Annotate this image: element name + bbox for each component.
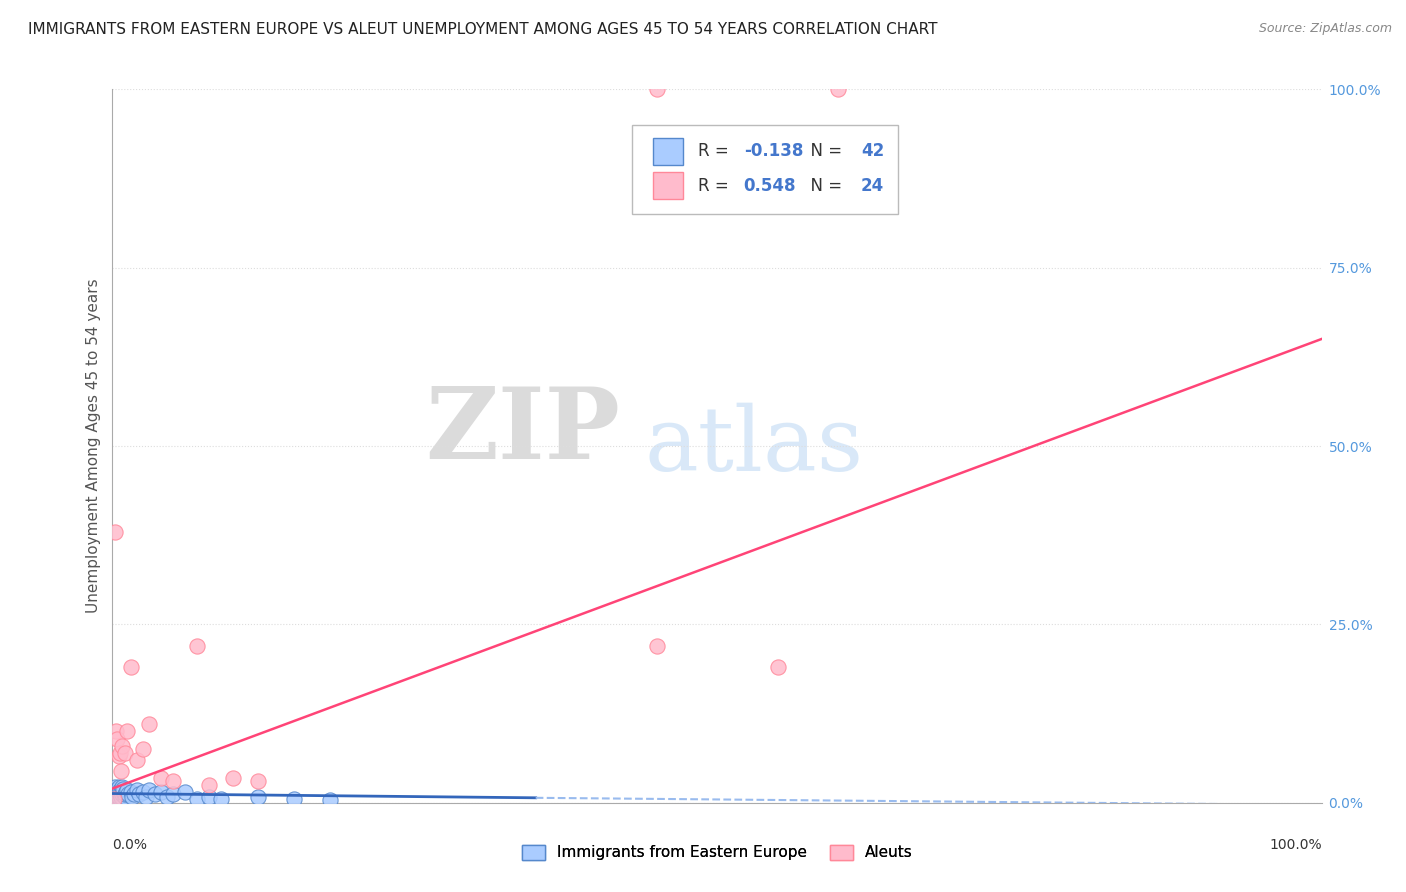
Point [107,790,129,805]
Point [122,787,145,801]
Point [105,783,128,797]
Point [149,771,172,785]
Point [120,660,142,674]
Point [108,746,131,760]
Text: Source: ZipAtlas.com: Source: ZipAtlas.com [1258,22,1392,36]
Point [186,639,208,653]
Point [110,764,132,778]
Point [111,787,134,801]
Point [105,785,128,799]
Text: -0.138: -0.138 [744,143,803,161]
Point [827,82,849,96]
Point [143,787,166,801]
Point [162,787,184,801]
Point [135,790,157,805]
Point [112,785,135,799]
Point [198,790,221,805]
Point [114,790,136,805]
Point [125,753,148,767]
Point [283,792,305,806]
Point [108,783,131,797]
Point [117,787,139,801]
Point [115,783,138,797]
Point [149,785,172,799]
Point [108,787,131,801]
Point [174,785,197,799]
Point [246,774,269,789]
Point [110,790,132,805]
Point [115,724,138,739]
Point [105,789,128,803]
Point [766,660,789,674]
Point [198,778,221,792]
Bar [652,172,683,199]
Point [107,749,129,764]
Text: R =: R = [697,143,734,161]
Point [114,787,136,801]
Point [104,790,127,805]
Text: 42: 42 [860,143,884,161]
FancyBboxPatch shape [633,125,898,214]
Point [138,783,160,797]
Point [105,731,128,746]
Point [107,780,129,794]
Point [132,785,155,799]
Point [222,771,245,785]
Text: 24: 24 [860,177,884,194]
Point [104,780,127,794]
Point [104,524,127,539]
Point [209,792,232,806]
Text: R =: R = [697,177,734,194]
Point [125,783,148,797]
Text: ZIP: ZIP [426,384,620,480]
Point [107,785,129,799]
Text: 100.0%: 100.0% [1270,838,1322,853]
Point [103,787,125,801]
Point [110,785,132,799]
Bar [652,137,683,165]
Text: 0.548: 0.548 [744,177,796,194]
Point [319,793,342,807]
Point [105,724,128,739]
Point [645,82,668,96]
Legend: Immigrants from Eastern Europe, Aleuts: Immigrants from Eastern Europe, Aleuts [516,838,918,866]
Point [111,739,134,753]
Point [156,790,179,805]
Text: atlas: atlas [644,402,863,490]
Point [103,792,125,806]
Point [112,781,135,796]
Point [186,792,208,806]
Point [246,790,269,805]
Point [114,785,136,799]
Text: 0.0%: 0.0% [112,838,148,853]
Point [132,742,155,756]
Y-axis label: Unemployment Among Ages 45 to 54 years: Unemployment Among Ages 45 to 54 years [86,278,101,614]
Point [645,639,668,653]
Point [111,780,134,794]
Point [120,785,142,799]
Point [121,790,143,805]
Text: IMMIGRANTS FROM EASTERN EUROPE VS ALEUT UNEMPLOYMENT AMONG AGES 45 TO 54 YEARS C: IMMIGRANTS FROM EASTERN EUROPE VS ALEUT … [28,22,938,37]
Point [105,789,128,803]
Point [128,787,150,801]
Point [162,774,184,789]
Point [114,746,136,760]
Text: N =: N = [800,143,848,161]
Text: N =: N = [800,177,848,194]
Point [138,717,160,731]
